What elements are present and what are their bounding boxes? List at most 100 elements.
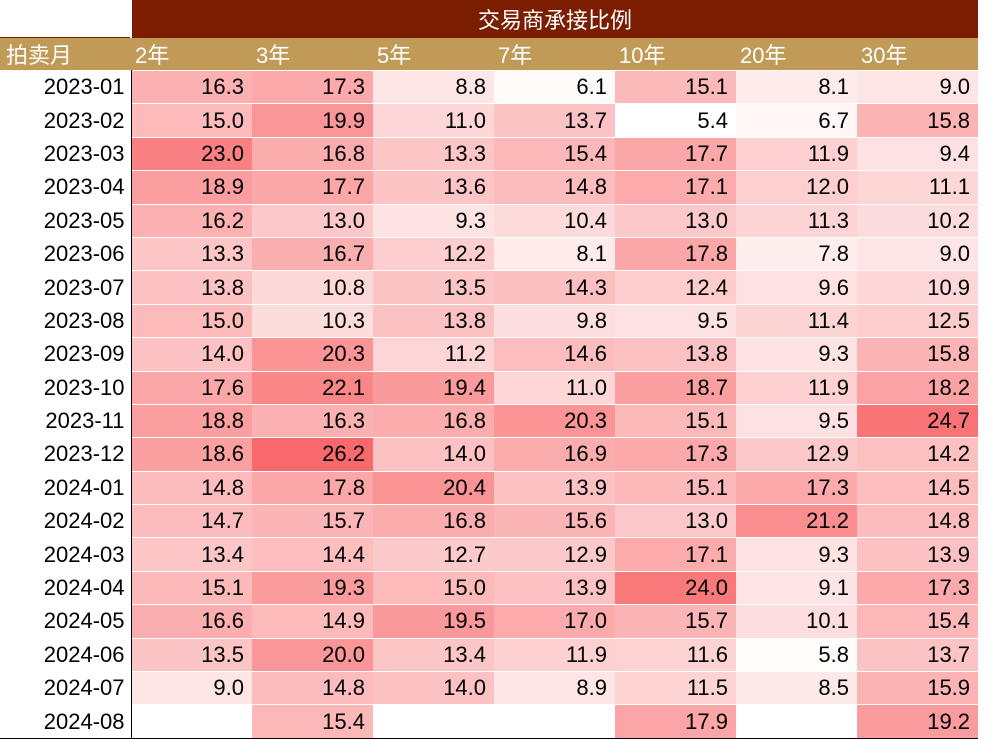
heatmap-cell: 13.7 <box>494 103 615 138</box>
table-row: 2023-11 18.8 16.3 16.8 20.3 15.1 9.5 24.7 <box>0 403 979 438</box>
heatmap-cell: 5.8 <box>736 637 857 672</box>
heatmap-cell: 9.3 <box>373 203 494 238</box>
heatmap-cell: 13.9 <box>494 570 615 605</box>
table-row: 2024-05 16.6 14.9 19.5 17.0 15.7 10.1 15.4 <box>0 604 979 639</box>
heatmap-cell: 9.0 <box>857 69 979 104</box>
row-label: 2023-02 <box>0 103 132 138</box>
heatmap-cell: 11.0 <box>494 370 615 405</box>
heatmap-cell: 13.4 <box>131 537 252 572</box>
table-row: 2024-04 15.1 19.3 15.0 13.9 24.0 9.1 17.3 <box>0 570 979 605</box>
row-label: 2023-06 <box>0 236 132 271</box>
heatmap-cell: 15.7 <box>252 504 373 538</box>
heatmap-cell: 14.0 <box>373 437 494 472</box>
heatmap-cell: 15.1 <box>615 403 736 438</box>
heatmap-cell: 16.3 <box>252 403 373 438</box>
heatmap-cell: 12.9 <box>494 537 615 572</box>
heatmap-cell: 10.1 <box>736 604 857 639</box>
heatmap-cell: 20.3 <box>252 337 373 372</box>
row-label: 2023-12 <box>0 437 132 472</box>
heatmap-cell: 14.0 <box>131 337 252 372</box>
heatmap-cell: 16.9 <box>494 437 615 472</box>
heatmap-cell: 15.8 <box>857 103 979 138</box>
heatmap-cell: 16.6 <box>131 604 252 639</box>
heatmap-cell: 17.3 <box>857 570 979 605</box>
heatmap-cell: 7.8 <box>736 236 857 271</box>
heatmap-cell: 14.0 <box>373 671 494 705</box>
heatmap-cell: 14.4 <box>252 537 373 572</box>
row-label: 2024-08 <box>0 704 132 739</box>
heatmap-cell: 12.7 <box>373 537 494 572</box>
heatmap-cell: 9.5 <box>736 403 857 438</box>
heatmap-cell: 15.0 <box>373 570 494 605</box>
heatmap-cell: 17.8 <box>615 236 736 271</box>
title-spacer <box>0 0 131 38</box>
heatmap-cell: 17.0 <box>494 604 615 639</box>
heatmap-cell: 19.5 <box>373 604 494 639</box>
heatmap-cell: 17.9 <box>615 704 736 739</box>
heatmap-cell: 13.7 <box>857 637 979 672</box>
table-row: 2024-06 13.5 20.0 13.4 11.9 11.6 5.8 13.7 <box>0 637 979 672</box>
column-header: 10年 <box>615 37 736 71</box>
heatmap-cell: 13.9 <box>494 470 615 505</box>
heatmap-cell: 13.6 <box>373 170 494 205</box>
heatmap-cell: 20.3 <box>494 403 615 438</box>
table-row: 2024-02 14.7 15.7 16.8 15.6 13.0 21.2 14.8 <box>0 504 979 538</box>
heatmap-cell: 16.2 <box>131 203 252 238</box>
heatmap-cell: 15.4 <box>857 604 979 639</box>
table-row: 2023-09 14.0 20.3 11.2 14.6 13.8 9.3 15.8 <box>0 337 979 372</box>
heatmap-cell: 9.4 <box>857 136 979 171</box>
heatmap-cell: 16.7 <box>252 236 373 271</box>
heatmap-cell: 11.9 <box>494 637 615 672</box>
heatmap-body: 2023-01 16.3 17.3 8.8 6.1 15.1 8.1 9.0 2023-02 15… <box>0 69 979 739</box>
table-row: 2023-07 13.8 10.8 13.5 14.3 12.4 9.6 10.9 <box>0 270 979 305</box>
table-row: 2023-12 18.6 26.2 14.0 16.9 17.3 12.9 14.2 <box>0 437 979 472</box>
heatmap-cell: 12.9 <box>736 437 857 472</box>
heatmap-cell: 13.0 <box>615 504 736 538</box>
heatmap-cell: 14.8 <box>131 470 252 505</box>
row-label: 2023-03 <box>0 136 132 171</box>
heatmap-cell: 9.5 <box>615 303 736 338</box>
heatmap-cell: 13.8 <box>131 270 252 305</box>
heatmap-cell: 15.9 <box>857 671 979 705</box>
heatmap-cell: 9.1 <box>736 570 857 605</box>
table-row: 2023-08 15.0 10.3 13.8 9.8 9.5 11.4 12.5 <box>0 303 979 338</box>
heatmap-cell: 19.2 <box>857 704 979 739</box>
heatmap-cell: 18.2 <box>857 370 979 405</box>
heatmap-cell: 24.0 <box>615 570 736 605</box>
heatmap-cell: 20.4 <box>373 470 494 505</box>
table-row: 2024-07 9.0 14.8 14.0 8.9 11.5 8.5 15.9 <box>0 671 979 705</box>
heatmap-cell: 17.3 <box>736 470 857 505</box>
heatmap-cell: 13.5 <box>131 637 252 672</box>
heatmap-cell: 9.0 <box>857 236 979 271</box>
heatmap-cell: 8.9 <box>494 671 615 705</box>
row-label: 2024-04 <box>0 570 132 605</box>
heatmap-cell: 17.7 <box>252 170 373 205</box>
heatmap-cell: 14.8 <box>857 504 979 538</box>
heatmap-cell: 13.0 <box>252 203 373 238</box>
row-label: 2024-05 <box>0 604 132 639</box>
table-row: 2024-08 15.4 17.9 19.2 <box>0 704 979 739</box>
column-header: 30年 <box>857 37 979 71</box>
heatmap-cell: 11.6 <box>615 637 736 672</box>
heatmap-cell: 11.2 <box>373 337 494 372</box>
heatmap-cell: 14.8 <box>494 170 615 205</box>
heatmap-cell: 11.9 <box>736 370 857 405</box>
row-label: 2024-07 <box>0 671 132 705</box>
heatmap-cell <box>494 704 615 739</box>
heatmap-cell: 9.0 <box>131 671 252 705</box>
heatmap-cell: 17.3 <box>615 437 736 472</box>
heatmap-cell: 11.4 <box>736 303 857 338</box>
heatmap-cell: 15.1 <box>615 69 736 104</box>
row-header: 拍卖月 <box>0 37 131 71</box>
heatmap-cell: 9.6 <box>736 270 857 305</box>
column-header: 2年 <box>131 37 252 71</box>
row-label: 2023-10 <box>0 370 132 405</box>
heatmap-cell: 16.8 <box>252 136 373 171</box>
heatmap-cell: 15.4 <box>494 136 615 171</box>
heatmap-cell: 6.1 <box>494 69 615 104</box>
table-row: 2023-10 17.6 22.1 19.4 11.0 18.7 11.9 18.2 <box>0 370 979 405</box>
heatmap-cell: 14.2 <box>857 437 979 472</box>
heatmap-cell: 8.1 <box>494 236 615 271</box>
heatmap-cell: 15.6 <box>494 504 615 538</box>
